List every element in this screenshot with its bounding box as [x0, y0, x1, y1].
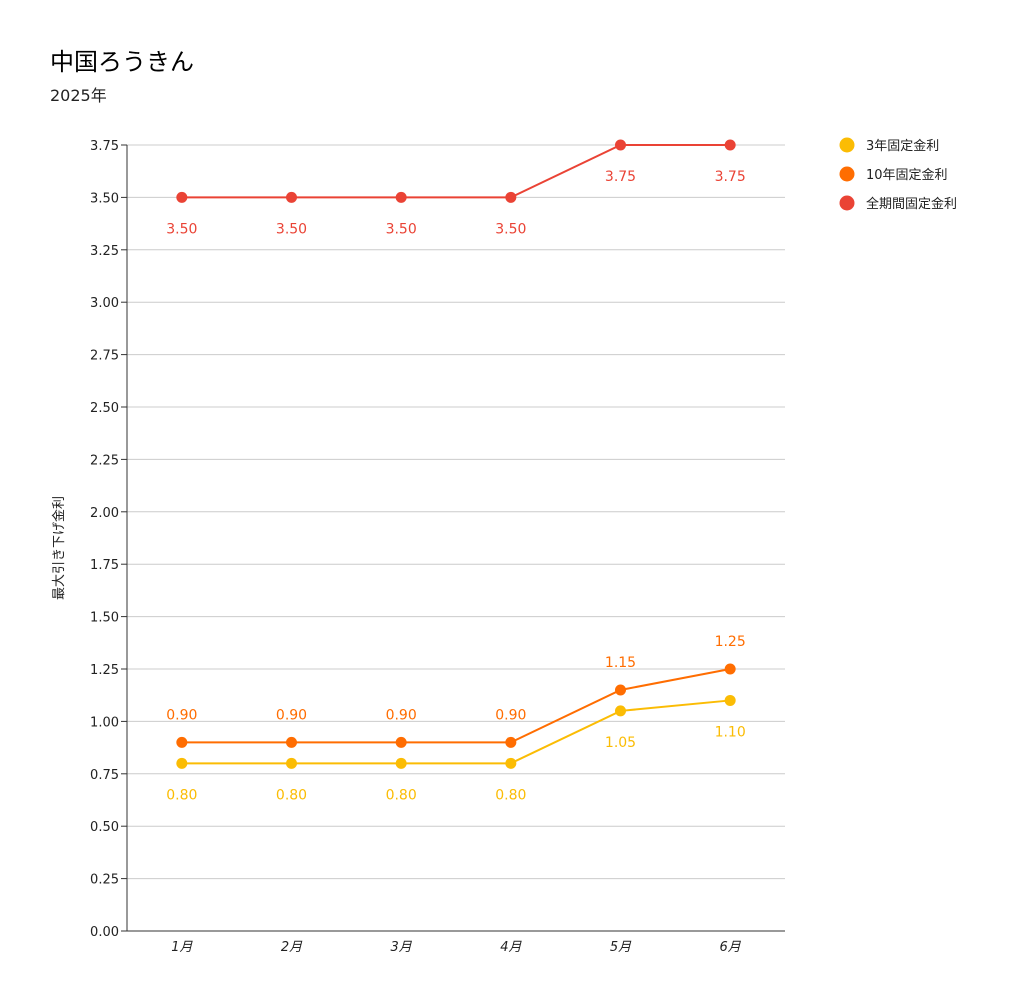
data-point — [286, 736, 297, 748]
data-label: 1.25 — [715, 634, 746, 650]
data-label: 0.90 — [495, 707, 526, 723]
data-point — [395, 736, 407, 748]
data-point — [286, 757, 297, 769]
data-label: 0.80 — [386, 787, 417, 803]
y-tick-label: 3.75 — [90, 139, 119, 154]
data-label: 3.50 — [495, 221, 526, 237]
series-line — [181, 699, 731, 765]
data-point — [176, 191, 188, 203]
data-point — [176, 736, 188, 748]
series-line — [181, 144, 731, 199]
data-point — [615, 684, 626, 696]
data-point — [286, 191, 297, 203]
x-tick-label: 4月 — [500, 940, 522, 955]
y-tick-label: 3.25 — [90, 244, 119, 259]
data-point — [176, 757, 188, 769]
data-point — [724, 694, 736, 706]
data-label: 3.75 — [605, 169, 636, 185]
data-point — [615, 705, 626, 717]
x-tick-label: 1月 — [171, 940, 193, 955]
y-axis-label: 最大引き下げ金利 — [51, 496, 67, 600]
data-label: 3.75 — [715, 169, 746, 185]
y-tick-label: 1.00 — [90, 715, 119, 730]
chart-title: 中国ろうきん — [50, 48, 194, 76]
y-tick-label: 0.25 — [90, 873, 119, 888]
y-tick-label: 0.75 — [90, 768, 119, 783]
data-point — [505, 191, 517, 203]
y-tick-label: 1.25 — [90, 663, 119, 678]
y-tick-label: 3.00 — [90, 296, 119, 311]
gridlines — [127, 144, 785, 932]
data-label: 0.80 — [495, 787, 526, 803]
legend-marker — [839, 166, 855, 182]
data-label: 1.10 — [715, 724, 746, 740]
data-point — [505, 736, 517, 748]
data-labels: 0.80 0.80 0.80 0.80 1.05 1.10 0.90 0.90 0.90 0.90… — [166, 169, 746, 803]
y-tick-label: 3.50 — [90, 191, 119, 206]
x-axis-ticks: 1月 2月 3月 4月 5月 6月 — [171, 940, 742, 955]
data-label: 3.50 — [386, 221, 417, 237]
data-point — [505, 757, 517, 769]
y-tick-label: 0.00 — [90, 925, 119, 940]
data-label: 3.50 — [166, 221, 197, 237]
data-label: 0.80 — [276, 787, 307, 803]
data-label: 3.50 — [276, 221, 307, 237]
data-label: 0.90 — [386, 707, 417, 723]
data-point — [615, 139, 626, 151]
x-tick-label: 6月 — [720, 940, 742, 955]
legend-marker — [839, 137, 855, 153]
legend-label: 10年固定金利 — [866, 167, 948, 183]
y-axis-ticks: 0.00 0.25 0.50 0.75 1.00 1.25 1.50 1.75 2.00 2.25… — [90, 139, 127, 940]
series-line — [181, 668, 731, 744]
data-label: 1.05 — [605, 735, 636, 751]
legend-label: 3年固定金利 — [866, 138, 939, 154]
axes — [126, 145, 785, 932]
data-point — [395, 191, 407, 203]
legend-label: 全期間固定金利 — [866, 196, 957, 212]
y-tick-label: 0.50 — [90, 820, 119, 835]
data-point — [724, 139, 736, 151]
y-tick-label: 1.75 — [90, 558, 119, 573]
y-tick-label: 1.50 — [90, 611, 119, 626]
series-group — [176, 139, 736, 769]
x-tick-label: 2月 — [281, 940, 303, 955]
data-label: 0.80 — [166, 787, 197, 803]
legend-marker — [839, 195, 855, 211]
y-tick-label: 2.00 — [90, 506, 119, 521]
y-tick-label: 2.25 — [90, 453, 119, 468]
chart-subtitle: 2025年 — [50, 86, 107, 105]
data-point — [724, 663, 736, 675]
x-tick-label: 5月 — [610, 940, 632, 955]
data-point — [395, 757, 407, 769]
y-tick-label: 2.75 — [90, 349, 119, 364]
data-label: 0.90 — [166, 707, 197, 723]
data-label: 1.15 — [605, 655, 636, 671]
x-tick-label: 3月 — [391, 940, 413, 955]
y-tick-label: 2.50 — [90, 401, 119, 416]
data-label: 0.90 — [276, 707, 307, 723]
